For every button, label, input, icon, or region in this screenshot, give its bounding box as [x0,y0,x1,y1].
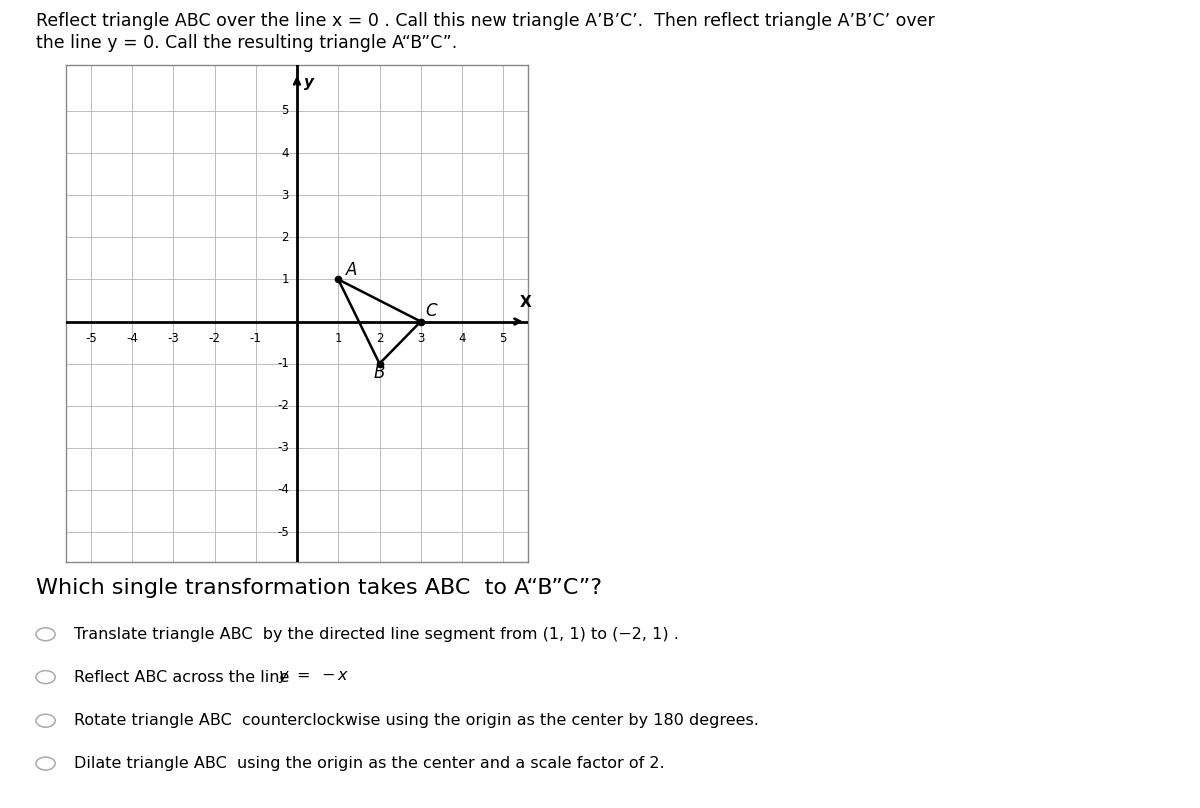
Text: -1: -1 [250,332,262,345]
Text: y: y [305,75,314,90]
Text: $y \ = \ -x$: $y \ = \ -x$ [278,669,349,685]
Text: X: X [520,295,532,309]
Text: -1: -1 [277,357,289,370]
Text: 4: 4 [458,332,466,345]
Text: -5: -5 [85,332,97,345]
Text: -2: -2 [277,399,289,412]
Text: -5: -5 [277,525,289,539]
Text: Rotate triangle ABC  counterclockwise using the origin as the center by 180 degr: Rotate triangle ABC counterclockwise usi… [74,713,760,728]
Text: 2: 2 [281,231,289,244]
Text: 3: 3 [281,189,289,202]
Text: 5: 5 [281,104,289,117]
Text: -3: -3 [167,332,179,345]
Text: -2: -2 [209,332,221,345]
Text: Translate triangle ABC  by the directed line segment from (1, 1) to (−2, 1) .: Translate triangle ABC by the directed l… [74,627,679,642]
Text: C: C [426,302,437,321]
Text: 1: 1 [335,332,342,345]
Text: the line y = 0. Call the resulting triangle A“B”C”.: the line y = 0. Call the resulting trian… [36,34,457,52]
Text: -4: -4 [277,483,289,496]
Text: 3: 3 [418,332,425,345]
Text: 4: 4 [281,146,289,159]
Text: Which single transformation takes ABC  to A“B”C”?: Which single transformation takes ABC to… [36,578,602,598]
Text: A: A [346,261,358,280]
Text: Reflect ABC across the line: Reflect ABC across the line [74,670,295,684]
Text: 1: 1 [281,273,289,286]
Text: 5: 5 [499,332,506,345]
Text: -3: -3 [277,441,289,454]
Text: Dilate triangle ABC  using the origin as the center and a scale factor of 2.: Dilate triangle ABC using the origin as … [74,756,665,771]
Text: -4: -4 [126,332,138,345]
Text: 2: 2 [376,332,383,345]
Text: Reflect triangle ABC over the line x = 0 . Call this new triangle A’B’C’.  Then : Reflect triangle ABC over the line x = 0… [36,12,935,30]
Text: B: B [373,364,385,382]
